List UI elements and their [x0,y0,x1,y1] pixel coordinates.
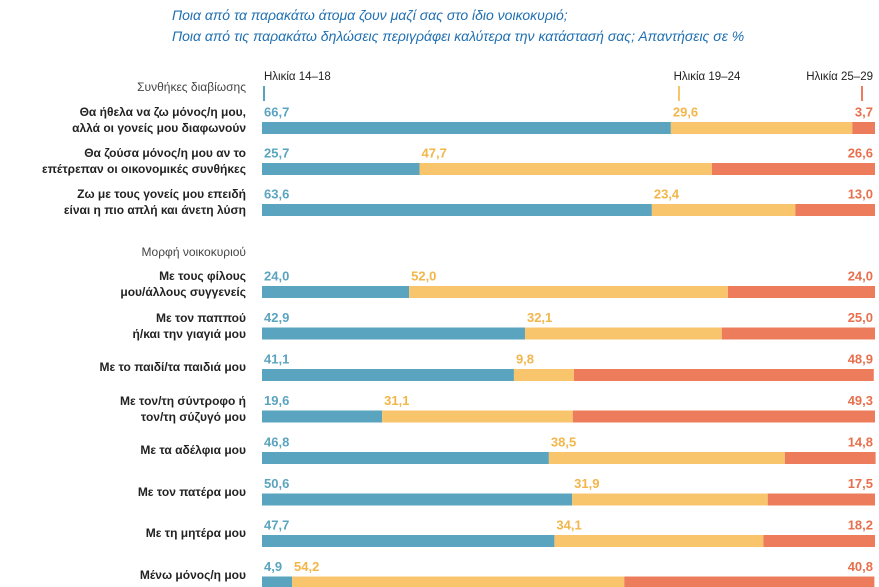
value-label: 32,1 [527,310,552,325]
value-label: 31,9 [574,476,599,491]
bar-segment [795,204,875,216]
bar-segment [651,204,796,216]
value-label: 14,8 [848,434,873,449]
value-label: 9,8 [516,351,534,366]
bar-segment [574,369,874,381]
value-label: 17,5 [848,476,873,491]
bar-segment [262,535,555,547]
section-title: Συνθήκες διαβίωσης [137,80,246,94]
bar-segment [524,327,722,340]
bar-segment [852,122,875,134]
bar-segment [409,286,728,298]
category-label: Ζω με τους γονείς μου επειδή είναι η πιο… [63,187,246,217]
value-label: 34,1 [556,517,581,532]
value-label: 38,5 [551,434,576,449]
value-label: 41,1 [264,351,289,366]
bar-segment [262,410,383,423]
bar-segment [513,369,575,381]
category-label: Με τον πατέρα μου [137,484,246,499]
value-label: 19,6 [264,393,289,408]
value-label: 25,0 [848,310,873,325]
bar-segment [262,327,525,340]
value-label: 29,6 [673,104,698,119]
bar-segment [382,410,573,423]
bar-segment [262,576,293,587]
category-label: Με τον παππού ή/και την γιαγιά μου [132,310,246,341]
category-label: Με το παιδί/τα παιδιά μου [99,360,247,374]
category-label: Θα ήθελα να ζω μόνος/η μου, αλλά οι γονε… [72,105,246,135]
bar-segment [784,452,876,464]
legend-label: Ηλικία 14–18 [264,71,331,83]
bar-segment [262,122,671,134]
value-label: 52,0 [411,268,436,283]
value-label: 26,6 [848,145,873,160]
value-label: 47,7 [422,145,447,160]
value-label: 66,7 [264,104,289,119]
category-label: Με τη μητέρα μου [145,526,246,540]
value-label: 48,9 [848,351,873,366]
bar-segment [721,327,875,340]
value-label: 50,6 [264,476,289,491]
bar-segment [262,286,410,298]
value-label: 31,1 [384,393,409,408]
bar-segment [419,163,712,175]
value-label: 49,3 [848,393,873,408]
bar-segment [763,535,875,547]
value-label: 13,0 [848,186,873,201]
value-label: 23,4 [654,186,680,201]
category-label: Μένω μόνος/η μου [139,567,246,582]
value-label: 25,7 [264,145,289,160]
value-label: 63,6 [264,186,289,201]
value-label: 24,0 [848,268,873,283]
bar-segment [262,369,514,381]
bar-segment [292,576,625,587]
value-label: 46,8 [264,434,289,449]
category-label: Με τα αδέλφια μου [140,443,246,457]
bar-segment [767,493,875,506]
bar-segment [572,410,875,423]
bar-segment [262,452,549,464]
bar-segment [548,452,785,464]
value-label: 42,9 [264,310,289,325]
value-label: 54,2 [294,559,319,574]
value-label: 47,7 [264,517,289,532]
bar-segment [572,493,768,506]
bar-segment [670,122,853,134]
legend-label: Ηλικία 25–29 [806,71,873,83]
bar-segment [711,163,875,175]
value-label: 40,8 [848,559,873,574]
bar-segment [262,163,420,175]
subtitle: Ποια από τα παρακάτω άτομα ζουν μαζί σας… [172,7,568,23]
value-label: 4,9 [264,559,282,574]
bar-segment [624,576,875,587]
section-title: Μορφή νοικοκυριού [141,245,246,259]
category-label: Θα ζούσα μόνος/η μου αν το επέτρεπαν οι … [42,146,246,176]
subtitle: Ποια από τις παρακάτω δηλώσεις περιγράφε… [172,28,745,44]
legend-label: Ηλικία 19–24 [674,71,741,83]
value-label: 18,2 [848,517,873,532]
value-label: 3,7 [855,104,873,119]
category-label: Με τον/τη σύντροφο ή τον/τη σύζυγό μου [120,393,246,424]
bar-segment [262,493,573,506]
value-label: 24,0 [264,268,289,283]
bar-segment [262,204,652,216]
bar-segment [727,286,875,298]
category-label: Με τους φίλους μου/άλλους συγγενείς [120,269,246,299]
bar-segment [554,535,764,547]
